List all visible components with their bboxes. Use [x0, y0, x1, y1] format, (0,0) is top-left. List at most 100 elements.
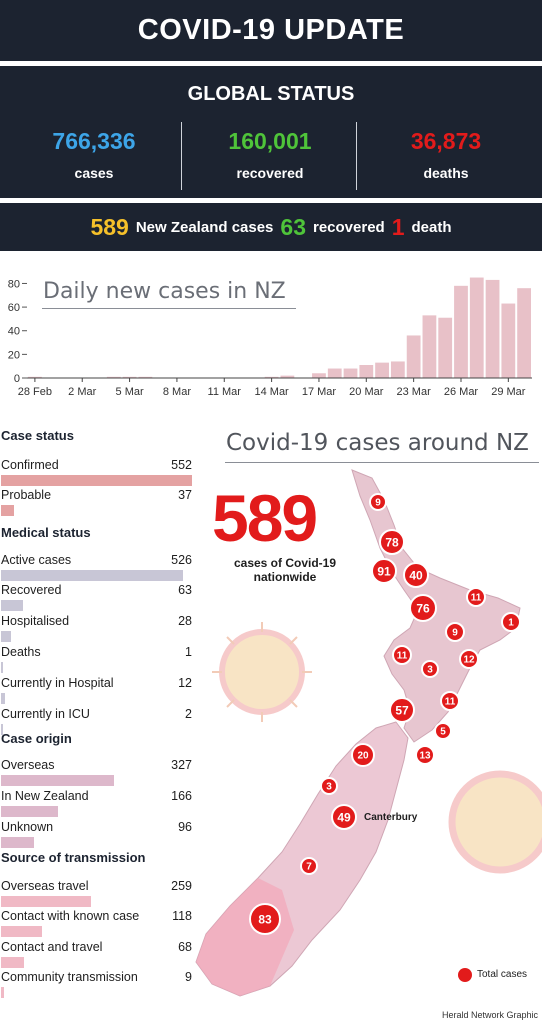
global-deaths-value: 36,873: [410, 128, 482, 154]
legend-total-cases-label: Total cases: [477, 969, 528, 980]
x-tick-label: 20 Mar: [349, 386, 384, 398]
stat-value: 9: [185, 970, 192, 984]
case-bubble-label: 91: [377, 565, 391, 579]
global-recovered-label: recovered: [236, 165, 304, 181]
nz-summary-bar: 589 New Zealand cases 63 recovered 1 dea…: [0, 203, 542, 251]
nz-cases-value: 589: [90, 213, 129, 240]
case-bubble: [369, 493, 387, 511]
section-title-case-origin: Case origin: [1, 731, 72, 746]
global-deaths: 36,873 deaths: [356, 128, 536, 181]
virus-illustration: [212, 622, 312, 722]
stat-label: Unknown: [1, 820, 54, 834]
x-tick-label: 28 Feb: [18, 386, 52, 398]
stat-label: Active cases: [1, 553, 72, 567]
stat-value: 96: [178, 820, 192, 834]
divider: [356, 122, 357, 190]
chart-title: Daily new cases in NZ: [43, 279, 286, 304]
global-status-panel: GLOBAL STATUS 766,336 cases 160,001 reco…: [0, 66, 542, 198]
case-bubble-label: 1: [508, 618, 514, 629]
stat-label: Overseas travel: [1, 879, 89, 893]
case-bubble-label: 78: [385, 536, 399, 550]
x-tick-label: 29 Mar: [491, 386, 526, 398]
stat-label: Recovered: [1, 583, 62, 597]
nz-recovered-value: 63: [280, 213, 306, 240]
case-bubble: [392, 645, 412, 665]
x-tick-label: 26 Mar: [444, 386, 479, 398]
global-cases-label: cases: [74, 165, 114, 181]
case-bubble: [434, 722, 452, 740]
stat-label: Currently in Hospital: [1, 676, 114, 690]
stat-value: 259: [171, 879, 192, 893]
nz-cases-label: New Zealand cases: [135, 218, 274, 236]
stat-label: Confirmed: [1, 458, 59, 472]
stat-value: 1: [185, 645, 192, 659]
bar-18-mar: [327, 368, 342, 378]
nz-deaths-value: 1: [391, 213, 405, 240]
section-title-transmission: Source of transmission: [1, 850, 146, 865]
bar-25-mar: [438, 317, 453, 378]
stat-bar: [1, 926, 42, 937]
case-bubble-label: 13: [419, 751, 431, 762]
case-bubble: [466, 587, 486, 607]
stat-bar: [1, 896, 91, 907]
bar-20-mar: [359, 365, 374, 378]
stat-label: Community transmission: [1, 970, 138, 984]
stat-value: 68: [178, 940, 192, 954]
case-bubble: [371, 558, 397, 584]
stat-value: 37: [178, 488, 192, 502]
stat-label: Hospitalised: [1, 614, 70, 628]
stat-value: 118: [172, 909, 192, 923]
y-tick-label: 80: [8, 278, 20, 290]
stat-label: Currently in ICU: [1, 707, 90, 721]
bar-21-mar: [375, 362, 389, 378]
case-bubble: [300, 857, 318, 875]
daily-cases-chart: 0 20 40 60 80 28 Feb 2 Mar 5 Mar 8 Mar 11 Mar 14 M…: [8, 277, 532, 398]
case-bubble-label: 11: [445, 697, 456, 708]
legend-total-cases-dot: [458, 968, 472, 982]
case-bubble-label: 12: [463, 655, 475, 666]
case-bubble: [440, 691, 460, 711]
bar-24-mar: [422, 315, 437, 378]
global-deaths-label: deaths: [423, 165, 469, 181]
bar-30-mar: [517, 288, 531, 378]
stat-value: 28: [178, 614, 192, 628]
case-bubble: [459, 649, 479, 669]
case-bubble: [445, 622, 465, 642]
bar-4-mar: [106, 376, 121, 378]
stat-value: 12: [178, 676, 192, 690]
global-status-title: GLOBAL STATUS: [187, 83, 355, 105]
x-tick-label: 14 Mar: [254, 386, 289, 398]
nz-deaths-label: death: [411, 218, 452, 236]
global-cases: 766,336 cases: [4, 128, 184, 181]
stat-label: Deaths: [1, 645, 41, 659]
case-bubble: [379, 529, 405, 555]
stat-bar: [1, 570, 184, 581]
region-label-canterbury: Canterbury: [364, 812, 418, 823]
map-title-rule: [225, 462, 539, 463]
virus-illustration: [448, 770, 542, 874]
bar-5-mar: [122, 376, 137, 378]
bar-26-mar: [454, 285, 468, 378]
stat-bar: [1, 987, 5, 998]
chart-title-rule: [42, 308, 296, 309]
divider: [181, 122, 182, 190]
case-bubble-label: 9: [375, 498, 381, 509]
stat-label: In New Zealand: [1, 789, 89, 803]
stat-value: 327: [171, 758, 192, 772]
stat-label: Overseas: [1, 758, 55, 772]
global-recovered: 160,001 recovered: [180, 128, 360, 181]
y-tick-label: 40: [8, 326, 20, 338]
page-title: COVID-19 UPDATE: [137, 14, 405, 46]
bar-27-mar: [469, 277, 484, 378]
case-bubble-label: 20: [357, 751, 369, 762]
case-bubble: [409, 594, 437, 622]
y-tick-label: 0: [14, 373, 20, 385]
bar-29-mar: [501, 303, 516, 378]
case-bubble-label: 3: [326, 782, 332, 793]
case-bubble: [320, 777, 338, 795]
case-bubble: [421, 660, 439, 678]
southland-highlight: [196, 878, 294, 996]
stat-bar: [1, 505, 14, 516]
